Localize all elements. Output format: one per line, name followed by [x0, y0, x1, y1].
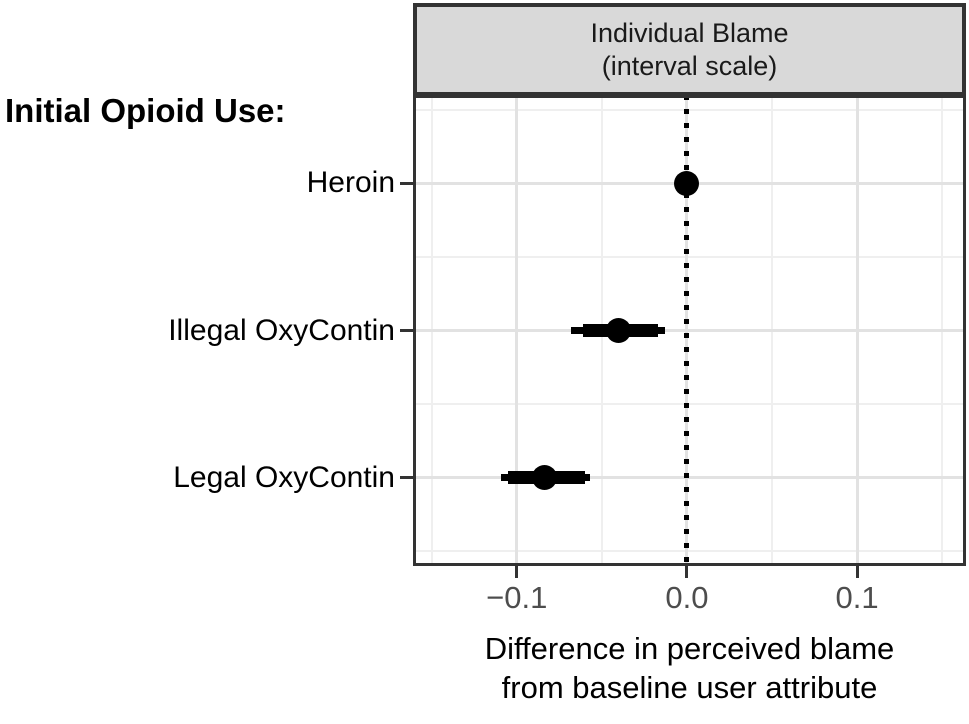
- gridline-horizontal-minor: [413, 255, 966, 258]
- x-axis-title-line1: Difference in perceived blame: [484, 631, 895, 666]
- gridline-horizontal-minor: [413, 550, 966, 553]
- category-label-heroin: Heroin: [306, 166, 395, 200]
- category-label-legal-oxycontin: Legal OxyContin: [173, 460, 395, 494]
- category-label-illegal-oxycontin: Illegal OxyContin: [168, 313, 395, 347]
- x-axis-title-line2: from baseline user attribute: [501, 670, 878, 705]
- y-axis-heading: Initial Opioid Use:: [5, 92, 286, 129]
- x-tick-label: −0.1: [486, 580, 548, 615]
- x-axis-tick: [515, 566, 519, 578]
- zero-reference-line: [684, 95, 690, 566]
- gridline-horizontal-minor: [413, 108, 966, 111]
- estimate-point: [606, 318, 632, 343]
- plot-panel: [413, 95, 966, 566]
- gridline-horizontal-major: [413, 329, 966, 332]
- facet-strip-title: Individual Blame (interval scale): [590, 17, 788, 83]
- estimate-point: [531, 465, 557, 491]
- x-axis-tick: [685, 566, 689, 578]
- gridline-horizontal-major: [413, 476, 966, 480]
- y-axis-tick: [400, 181, 413, 185]
- y-axis-tick: [400, 476, 413, 480]
- facet-strip-title-line1: Individual Blame: [590, 17, 789, 48]
- x-axis-title: Difference in perceived blame from basel…: [383, 629, 969, 707]
- facet-strip: Individual Blame (interval scale): [413, 3, 966, 96]
- x-tick-label: 0.1: [835, 580, 879, 615]
- x-tick-label: 0.0: [665, 580, 709, 615]
- facet-strip-title-line2: (interval scale): [601, 50, 778, 81]
- y-axis-tick: [400, 329, 413, 332]
- gridline-horizontal-minor: [413, 403, 966, 406]
- x-axis-tick: [855, 566, 859, 578]
- estimate-point: [674, 170, 700, 196]
